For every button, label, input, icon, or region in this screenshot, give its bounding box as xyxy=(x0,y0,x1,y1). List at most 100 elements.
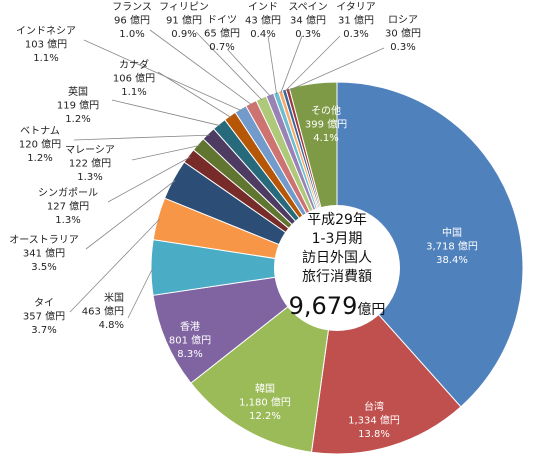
slice-share: 1.2% xyxy=(65,114,90,125)
slice-share: 1.1% xyxy=(33,53,58,64)
slice-share: 0.4% xyxy=(250,29,275,40)
slice-name: スペイン xyxy=(288,2,327,13)
slice-share: 0.3% xyxy=(343,29,368,40)
slice-label: フランス 96 億円 1.0% xyxy=(112,1,152,40)
slice-label: ドイツ 65 億円 0.7% xyxy=(204,15,240,53)
slice-name: 中国 xyxy=(442,226,462,239)
leader-line xyxy=(85,180,176,250)
slice-label: 香港 801 億円 8.3% xyxy=(169,321,211,360)
leader-line xyxy=(280,35,303,93)
slice-value: 34 億円 xyxy=(290,14,326,27)
center-title-line: 旅行消費額 xyxy=(302,269,372,285)
slice-value: 103 億円 xyxy=(25,38,67,51)
slice-name: 米国 xyxy=(104,291,124,304)
slice-share: 8.3% xyxy=(177,349,202,360)
slice-value: 399 億円 xyxy=(305,118,347,131)
slice-label: インドネシア 103 億円 1.1% xyxy=(16,25,76,64)
slice-name: インドネシア xyxy=(16,25,76,37)
slice-name: オーストラリア xyxy=(9,234,79,246)
slice-value: 463 億円 xyxy=(82,305,124,318)
slice-name: ベトナム xyxy=(20,125,60,137)
slice-share: 1.2% xyxy=(27,153,52,164)
slice-share: 12.2% xyxy=(249,411,281,422)
slice-value: 96 億円 xyxy=(114,14,150,27)
slice-name: フィリピン xyxy=(159,1,209,13)
leader-line xyxy=(157,71,232,118)
slice-name: カナダ xyxy=(119,58,149,71)
slice-value: 43 億円 xyxy=(245,14,281,27)
slice-label: その他 399 億円 4.1% xyxy=(305,104,347,144)
center-title-line: 1-3月期 xyxy=(312,231,363,247)
slice-label: マレーシア 122 億円 1.3% xyxy=(65,145,115,183)
slice-label: 韓国 1,180 億円 12.2% xyxy=(239,383,291,422)
leader-line xyxy=(267,35,277,95)
leader-line xyxy=(83,39,242,112)
slice-value: 801 億円 xyxy=(169,334,211,347)
leader-line xyxy=(111,99,221,127)
slice-name: 香港 xyxy=(180,321,200,333)
center-total-unit: 億円 xyxy=(357,302,385,318)
slice-label: スペイン 34 億円 0.3% xyxy=(288,2,327,40)
slice-share: 13.8% xyxy=(358,429,390,440)
slice-label: シンガポール 127 億円 1.3% xyxy=(38,187,98,226)
leader-line xyxy=(127,267,154,319)
leader-line xyxy=(69,218,160,313)
slice-value: 127 億円 xyxy=(47,200,89,213)
slice-share: 3.5% xyxy=(31,262,56,273)
leader-line xyxy=(107,156,191,203)
slice-share: 4.1% xyxy=(313,133,338,144)
slice-label: ロシア 30 億円 0.3% xyxy=(385,15,421,53)
slice-value: 341 億円 xyxy=(23,247,65,260)
pie-slice xyxy=(336,81,524,408)
slice-label: カナダ 106 億円 1.1% xyxy=(113,58,155,98)
leader-line xyxy=(149,29,253,106)
slice-value: 1,180 億円 xyxy=(239,396,291,409)
slice-value: 357 億円 xyxy=(23,310,65,323)
slice-share: 4.8% xyxy=(99,320,124,331)
slice-name: フランス xyxy=(112,1,152,13)
slice-label: インド 43 億円 0.4% xyxy=(245,2,281,40)
slice-label: ベトナム 120 億円 1.2% xyxy=(19,125,61,164)
slice-value: 122 億円 xyxy=(69,157,111,170)
slice-name: シンガポール xyxy=(38,187,98,199)
slice-label: 英国 119 億円 1.2% xyxy=(57,85,99,125)
slice-labels: 中国 3,718 億円 38.4% 台湾 1,334 億円 13.8% 韓国 1,180 億円… xyxy=(9,1,478,440)
slice-value: 91 億円 xyxy=(166,14,202,27)
slice-name: インド xyxy=(248,2,278,13)
slice-share: 0.3% xyxy=(390,42,415,53)
slice-label: イタリア 31 億円 0.3% xyxy=(336,1,376,40)
leader-lines xyxy=(69,29,385,319)
slice-label: 米国 463 億円 4.8% xyxy=(82,291,124,331)
slice-value: 1,334 億円 xyxy=(348,414,400,427)
slice-share: 0.7% xyxy=(209,42,234,53)
slice-share: 1.0% xyxy=(119,29,144,40)
slice-share: 38.4% xyxy=(436,255,468,266)
slice-label: 台湾 1,334 億円 13.8% xyxy=(348,400,400,440)
slice-value: 106 億円 xyxy=(113,72,155,85)
slice-name: 韓国 xyxy=(255,383,275,395)
slice-share: 0.9% xyxy=(171,29,196,40)
slice-value: 30 億円 xyxy=(385,27,421,40)
slice-label: フィリピン 91 億円 0.9% xyxy=(159,1,209,40)
leader-line xyxy=(284,35,341,92)
leader-line xyxy=(195,31,263,101)
slice-value: 119 億円 xyxy=(57,99,99,112)
slice-value: 65 億円 xyxy=(204,27,240,40)
slice-name: タイ xyxy=(34,297,54,309)
slice-value: 31 億円 xyxy=(338,14,374,27)
slice-share: 1.3% xyxy=(77,172,102,183)
leader-line xyxy=(287,47,385,91)
center-hole xyxy=(274,205,400,331)
slice-share: 0.3% xyxy=(295,29,320,40)
slice-label: タイ 357 億円 3.7% xyxy=(23,297,65,336)
slice-share: 1.3% xyxy=(55,215,80,226)
leader-line xyxy=(131,145,200,161)
slice-name: ロシア xyxy=(388,15,418,26)
slice-name: イタリア xyxy=(336,1,376,13)
slice-value: 120 億円 xyxy=(19,138,61,151)
center-title-line: 平成29年 xyxy=(307,212,367,228)
center-title-line: 訪日外国人 xyxy=(302,250,372,266)
